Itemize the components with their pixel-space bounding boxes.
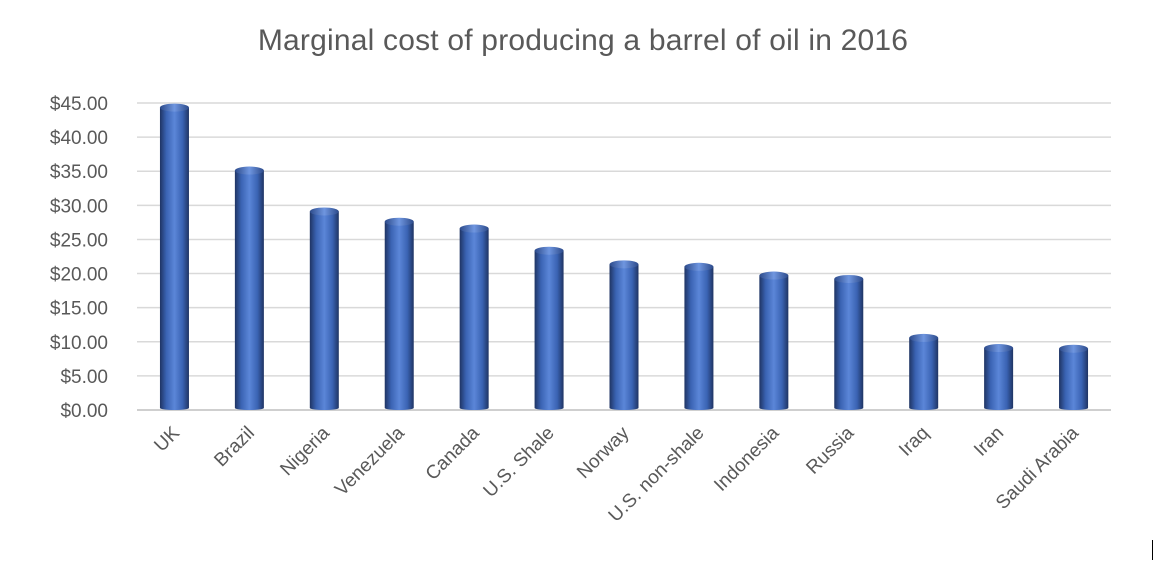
bar-body [759, 275, 789, 410]
bar-body [1059, 348, 1089, 410]
y-tick-label: $45.00 [50, 94, 108, 115]
bar [984, 344, 1014, 410]
bar-body [309, 211, 339, 410]
bar-cap [534, 246, 564, 255]
bar [759, 271, 789, 410]
bar-cap [1059, 344, 1089, 353]
bar-cap [684, 262, 714, 271]
edge-marker [1152, 540, 1153, 560]
bar-cap [384, 217, 414, 226]
x-tick-label: Canada [422, 422, 484, 484]
x-tick-label: Nigeria [276, 422, 334, 480]
x-tick-label: Indonesia [710, 422, 783, 495]
bar [459, 224, 489, 410]
bar-cap [759, 271, 789, 280]
bar-cap [159, 103, 189, 112]
y-tick-label: $25.00 [50, 230, 108, 251]
bar-cap [909, 333, 939, 342]
bar [309, 207, 339, 410]
bar-cap [834, 274, 864, 283]
bar-body [234, 170, 264, 410]
y-tick-label: $40.00 [50, 128, 108, 149]
x-tick-label: Iran [970, 423, 1008, 461]
bar-body [459, 228, 489, 410]
x-tick-label: UK [150, 422, 184, 456]
y-tick-label: $35.00 [50, 162, 108, 183]
x-tick-label: Iraq [895, 423, 933, 461]
bars [159, 103, 1089, 410]
bar [609, 260, 639, 410]
bar [834, 274, 864, 410]
x-tick-label: Russia [802, 422, 858, 478]
bar-cap [234, 166, 264, 175]
y-tick-label: $5.00 [60, 367, 108, 388]
bar-cap [309, 207, 339, 216]
bar-cap [984, 344, 1014, 353]
bar-cap [609, 260, 639, 269]
bar-body [384, 221, 414, 410]
bar [384, 217, 414, 410]
y-tick-label: $10.00 [50, 333, 108, 354]
x-tick-label: U.S. Shale [480, 423, 559, 502]
y-tick-label: $20.00 [50, 265, 108, 286]
bar-cap [459, 224, 489, 233]
x-tick-label: Norway [573, 422, 634, 483]
bar-body [909, 337, 939, 410]
bar-body [159, 107, 189, 410]
bar [234, 166, 264, 410]
y-tick-label: $0.00 [60, 401, 108, 422]
y-tick-label: $30.00 [50, 196, 108, 217]
bar [684, 262, 714, 410]
bar-body [534, 250, 564, 410]
bar [1059, 344, 1089, 410]
x-tick-label: Brazil [210, 423, 258, 471]
bar [534, 246, 564, 410]
bar [909, 333, 939, 410]
x-tick-label: Venezuela [331, 422, 409, 500]
bar [159, 103, 189, 410]
bar-body [609, 264, 639, 410]
y-tick-label: $15.00 [50, 299, 108, 320]
bar-body [684, 266, 714, 410]
y-axis-tick-labels: $0.00 $5.00 $10.00 $15.00 $20.00 $25.00 $30.00… [50, 94, 108, 422]
chart-title: Marginal cost of producing a barrel of o… [257, 24, 909, 57]
bar-body [984, 348, 1014, 410]
bar-body [834, 278, 864, 410]
